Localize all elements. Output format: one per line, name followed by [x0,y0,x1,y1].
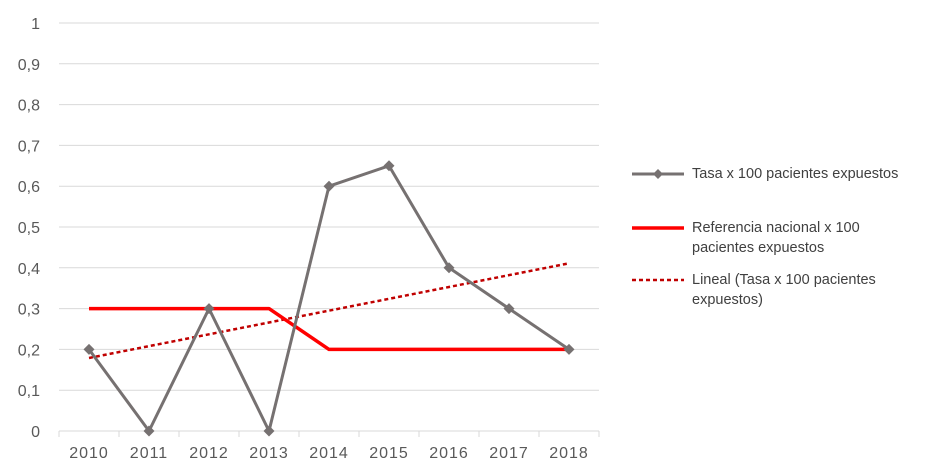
series-layer [83,160,575,437]
legend-swatch-tasa [632,169,684,179]
x-axis: 2010 2011 2012 2013 2014 2015 2016 2017 2018 [58,430,600,462]
x-tick-label: 2013 [249,445,289,462]
y-tick-label: 0,2 [18,342,40,359]
data-point-tasa [383,160,395,172]
data-point-tasa [203,303,215,315]
data-point-tasa [263,425,275,437]
legend-label-lineal: Lineal (Tasa x 100 pacientes expuestos) [692,272,876,308]
y-tick-label: 1 [31,16,40,33]
legend-item-lineal: Lineal (Tasa x 100 pacientes expuestos) [632,270,922,310]
y-tick-label: 0,7 [18,138,40,155]
data-point-tasa [143,425,155,437]
gridlines [59,22,599,391]
legend-swatch-referencia [632,226,684,230]
data-point-tasa [323,180,335,192]
y-tick-label: 0 [31,424,40,441]
y-tick-label: 0,5 [18,220,40,237]
y-tick-label: 0,8 [18,98,40,115]
x-tick-label: 2014 [309,445,349,462]
series-line-referencia [89,306,569,352]
x-tick-label: 2012 [189,445,229,462]
legend-swatch-lineal [632,278,684,282]
y-tick-label: 0,4 [18,261,40,278]
legend-item-referencia: Referencia nacional x 100 pacientes expu… [632,218,922,258]
series-line-lineal [88,262,570,360]
data-point-tasa [443,262,455,274]
y-tick-label: 0,1 [18,383,40,400]
x-tick-label: 2015 [369,445,409,462]
x-tick-label: 2011 [130,445,168,462]
legend-item-tasa: Tasa x 100 pacientes expuestos [632,164,922,184]
y-tick-label: 0,6 [18,179,40,196]
legend-label-tasa: Tasa x 100 pacientes expuestos [692,166,899,182]
x-tick-label: 2017 [489,445,529,462]
x-tick-label: 2016 [429,445,469,462]
y-tick-label: 0,3 [18,302,40,319]
x-tick-label: 2010 [69,445,109,462]
data-point-tasa [563,343,575,355]
x-tick-label: 2018 [549,445,589,462]
data-point-tasa [503,303,515,315]
y-axis-ticks: 0 0,1 0,2 0,3 0,4 0,5 0,6 0,7 0,8 0,9 1 [18,16,40,441]
series-line-tasa [87,164,570,433]
data-point-tasa [83,343,95,355]
legend-label-referencia: Referencia nacional x 100 pacientes expu… [692,220,860,256]
y-tick-label: 0,9 [18,57,40,74]
